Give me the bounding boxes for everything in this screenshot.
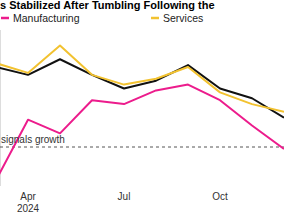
chart: s Stabilized After Tumbling Following th… [0, 0, 284, 215]
legend-swatch [151, 17, 159, 20]
series-line [0, 85, 284, 181]
legend-label: Services [163, 12, 203, 24]
axis-line [0, 30, 1, 186]
legend-label: Manufacturing [13, 12, 80, 24]
title: s Stabilized After Tumbling Following th… [0, 0, 215, 11]
x-tick-label: Apr [20, 191, 36, 202]
series-line [0, 46, 284, 112]
annotation: signals growth [1, 134, 65, 145]
grid-line [0, 147, 284, 148]
x-tick-label: Oct [212, 191, 228, 202]
x-tick-label: Jul [118, 191, 131, 202]
legend-swatch [1, 17, 9, 20]
series-group [0, 46, 284, 181]
series-line [0, 59, 284, 118]
year-label: 2024 [17, 203, 40, 214]
